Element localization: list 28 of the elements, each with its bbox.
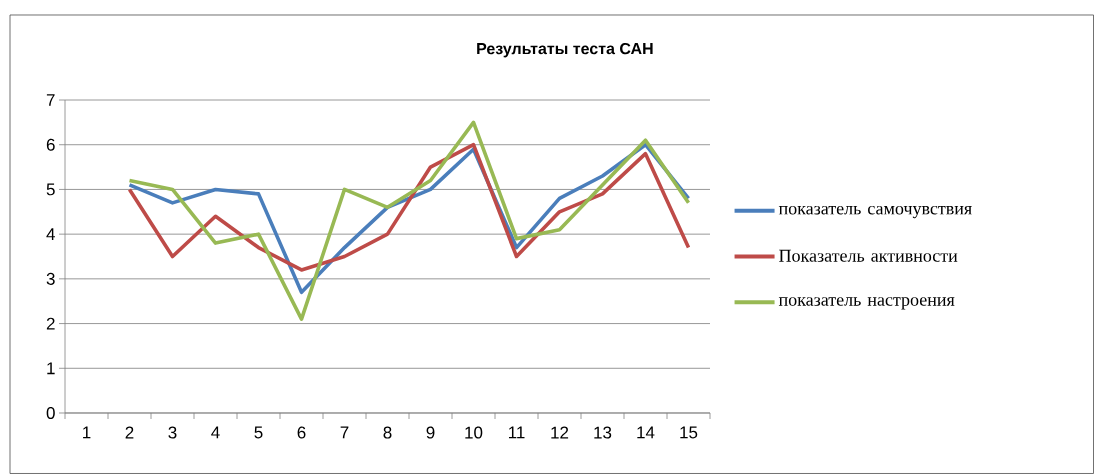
x-tick-label: 8	[383, 426, 392, 439]
x-tick-label: 3	[168, 426, 177, 439]
legend-label: показатель настроения	[778, 297, 955, 310]
x-tick-label: 12	[551, 426, 569, 439]
y-tick-label: 6	[46, 138, 55, 151]
x-tick-label: 4	[211, 426, 220, 439]
x-tick-label: 6	[297, 426, 306, 439]
y-tick-label: 2	[46, 317, 55, 330]
y-tick-label: 1	[47, 362, 55, 375]
x-tick-label: 2	[125, 426, 134, 439]
y-tick-label: 7	[46, 94, 55, 106]
x-tick-label: 7	[340, 426, 349, 439]
y-tick-label: 3	[46, 272, 55, 285]
x-tick-label: 10	[465, 426, 483, 439]
chart-title: Результаты теста САН	[477, 42, 653, 58]
y-tick-label: 0	[46, 406, 55, 420]
x-tick-label: 9	[426, 426, 435, 439]
x-tick-label: 15	[680, 426, 698, 439]
legend-label: Показатель активности	[779, 249, 958, 262]
x-tick-label: 5	[254, 426, 263, 439]
x-tick-label: 13	[594, 426, 612, 439]
y-tick-label: 4	[46, 228, 55, 240]
line-series	[127, 142, 691, 272]
legend-label: показатель самочувствия	[778, 205, 972, 219]
y-tick-label: 5	[46, 183, 55, 196]
x-tick-label: 1	[83, 426, 91, 439]
x-tick-label: 11	[508, 426, 525, 439]
x-tick-label: 14	[637, 426, 655, 439]
